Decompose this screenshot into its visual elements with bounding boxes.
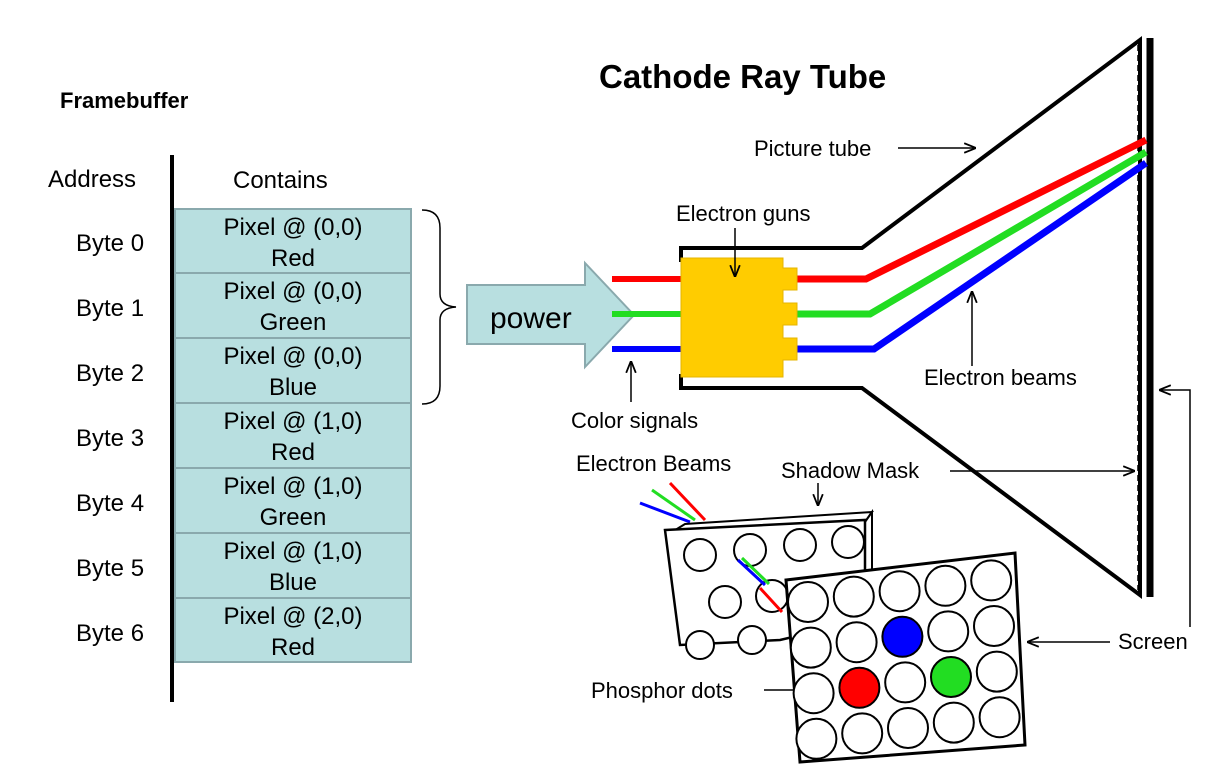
cell-pixel-text: Pixel @ (2,0) bbox=[223, 603, 363, 630]
electron-guns-label: Electron guns bbox=[676, 201, 811, 226]
byte-address-label: Byte 6 bbox=[76, 620, 145, 647]
phosphor-dot-red bbox=[838, 666, 881, 709]
byte-address-label: Byte 0 bbox=[76, 230, 145, 257]
phosphor-dot bbox=[787, 581, 829, 623]
cell-pixel-text: Pixel @ (1,0) bbox=[223, 473, 363, 500]
phosphor-dot bbox=[973, 605, 1015, 647]
framebuffer-cell: Pixel @ (0,0) Red bbox=[174, 208, 412, 273]
crt-title: Cathode Ray Tube bbox=[599, 58, 886, 95]
framebuffer-cell: Pixel @ (2,0) Red bbox=[174, 598, 412, 663]
cell-channel-text: Blue bbox=[268, 569, 318, 596]
framebuffer-cell: Pixel @ (0,0) Blue bbox=[174, 338, 412, 403]
phosphor-dot bbox=[887, 707, 929, 749]
framebuffer-cells: Pixel @ (0,0) Red Pixel @ (0,0) Green Pi… bbox=[174, 208, 412, 663]
framebuffer-cell: Pixel @ (0,0) Green bbox=[174, 273, 412, 338]
red-electron-beam bbox=[795, 136, 1148, 283]
contains-column-header: Contains bbox=[233, 167, 328, 194]
mask-hole bbox=[783, 528, 817, 562]
byte-address-label: Byte 3 bbox=[76, 425, 145, 452]
cell-pixel-text: Pixel @ (1,0) bbox=[223, 538, 363, 565]
byte-address-label: Byte 5 bbox=[76, 555, 145, 582]
cell-pixel-text: Pixel @ (0,0) bbox=[223, 343, 363, 370]
framebuffer-cell: Pixel @ (1,0) Red bbox=[174, 403, 412, 468]
phosphor-dots-label: Phosphor dots bbox=[591, 678, 733, 703]
byte-group-brace bbox=[421, 209, 457, 405]
address-column-header: Address bbox=[48, 166, 137, 193]
shadow-mask-label: Shadow Mask bbox=[781, 458, 920, 483]
phosphor-dot bbox=[795, 717, 838, 760]
cell-pixel-text: Pixel @ (0,0) bbox=[223, 278, 363, 305]
cell-channel-text: Green bbox=[259, 504, 327, 531]
framebuffer-title: Framebuffer bbox=[60, 88, 189, 113]
power-arrow-label: power bbox=[490, 302, 572, 335]
color-signals-label: Color signals bbox=[571, 408, 698, 433]
byte-address-label: Byte 2 bbox=[76, 360, 145, 387]
screen-pointer-up bbox=[1160, 390, 1191, 627]
byte-address-label: Byte 1 bbox=[76, 295, 145, 322]
phosphor-dot bbox=[924, 564, 967, 607]
phosphor-dot bbox=[978, 696, 1021, 739]
power-arrow-shape bbox=[466, 260, 636, 370]
cell-channel-text: Blue bbox=[268, 374, 318, 401]
phosphor-dot-grid bbox=[787, 559, 1021, 760]
phosphor-dot bbox=[884, 661, 927, 704]
byte-address-label: Byte 4 bbox=[76, 490, 145, 517]
cell-pixel-text: Pixel @ (1,0) bbox=[223, 408, 363, 435]
cell-channel-text: Green bbox=[259, 309, 327, 336]
phosphor-dot bbox=[789, 626, 832, 669]
phosphor-dot bbox=[835, 621, 878, 664]
phosphor-dot bbox=[878, 570, 921, 613]
electron-gun-block bbox=[680, 257, 798, 378]
mask-hole bbox=[683, 538, 717, 572]
mask-hole bbox=[685, 630, 715, 660]
phosphor-dot bbox=[970, 559, 1013, 602]
phosphor-dot-green bbox=[930, 656, 972, 698]
green-electron-beam bbox=[795, 148, 1148, 318]
small-green-beam bbox=[651, 488, 696, 522]
mask-hole bbox=[708, 585, 742, 619]
phosphor-dot bbox=[927, 610, 970, 653]
cell-pixel-text: Pixel @ (0,0) bbox=[223, 214, 363, 241]
cell-channel-text: Red bbox=[270, 245, 316, 272]
small-red-beam bbox=[668, 481, 707, 522]
phosphor-dot-blue bbox=[881, 615, 924, 658]
phosphor-dot bbox=[841, 712, 884, 755]
mask-hole bbox=[755, 579, 789, 613]
picture-tube-label: Picture tube bbox=[754, 136, 871, 161]
mask-hole bbox=[831, 525, 865, 559]
phosphor-dot bbox=[832, 575, 875, 618]
cell-channel-text: Red bbox=[270, 439, 316, 466]
picture-tube-outline bbox=[679, 36, 1142, 599]
phosphor-dot bbox=[932, 701, 975, 744]
phosphor-screen bbox=[784, 551, 1027, 764]
electron-beams-label: Electron beams bbox=[924, 365, 1077, 390]
screen-label: Screen bbox=[1118, 629, 1188, 654]
shadow-mask-plate bbox=[663, 508, 875, 660]
cell-channel-text: Red bbox=[270, 634, 316, 661]
phosphor-dot bbox=[792, 672, 835, 715]
framebuffer-cell: Pixel @ (1,0) Blue bbox=[174, 533, 412, 598]
address-divider-line bbox=[170, 155, 174, 702]
mask-hole bbox=[737, 625, 767, 655]
small-blue-beam bbox=[639, 501, 691, 524]
framebuffer-cell: Pixel @ (1,0) Green bbox=[174, 468, 412, 533]
phosphor-dot bbox=[975, 650, 1018, 693]
electron-beams-caption: Electron Beams bbox=[576, 451, 731, 476]
blue-electron-beam bbox=[795, 160, 1148, 353]
